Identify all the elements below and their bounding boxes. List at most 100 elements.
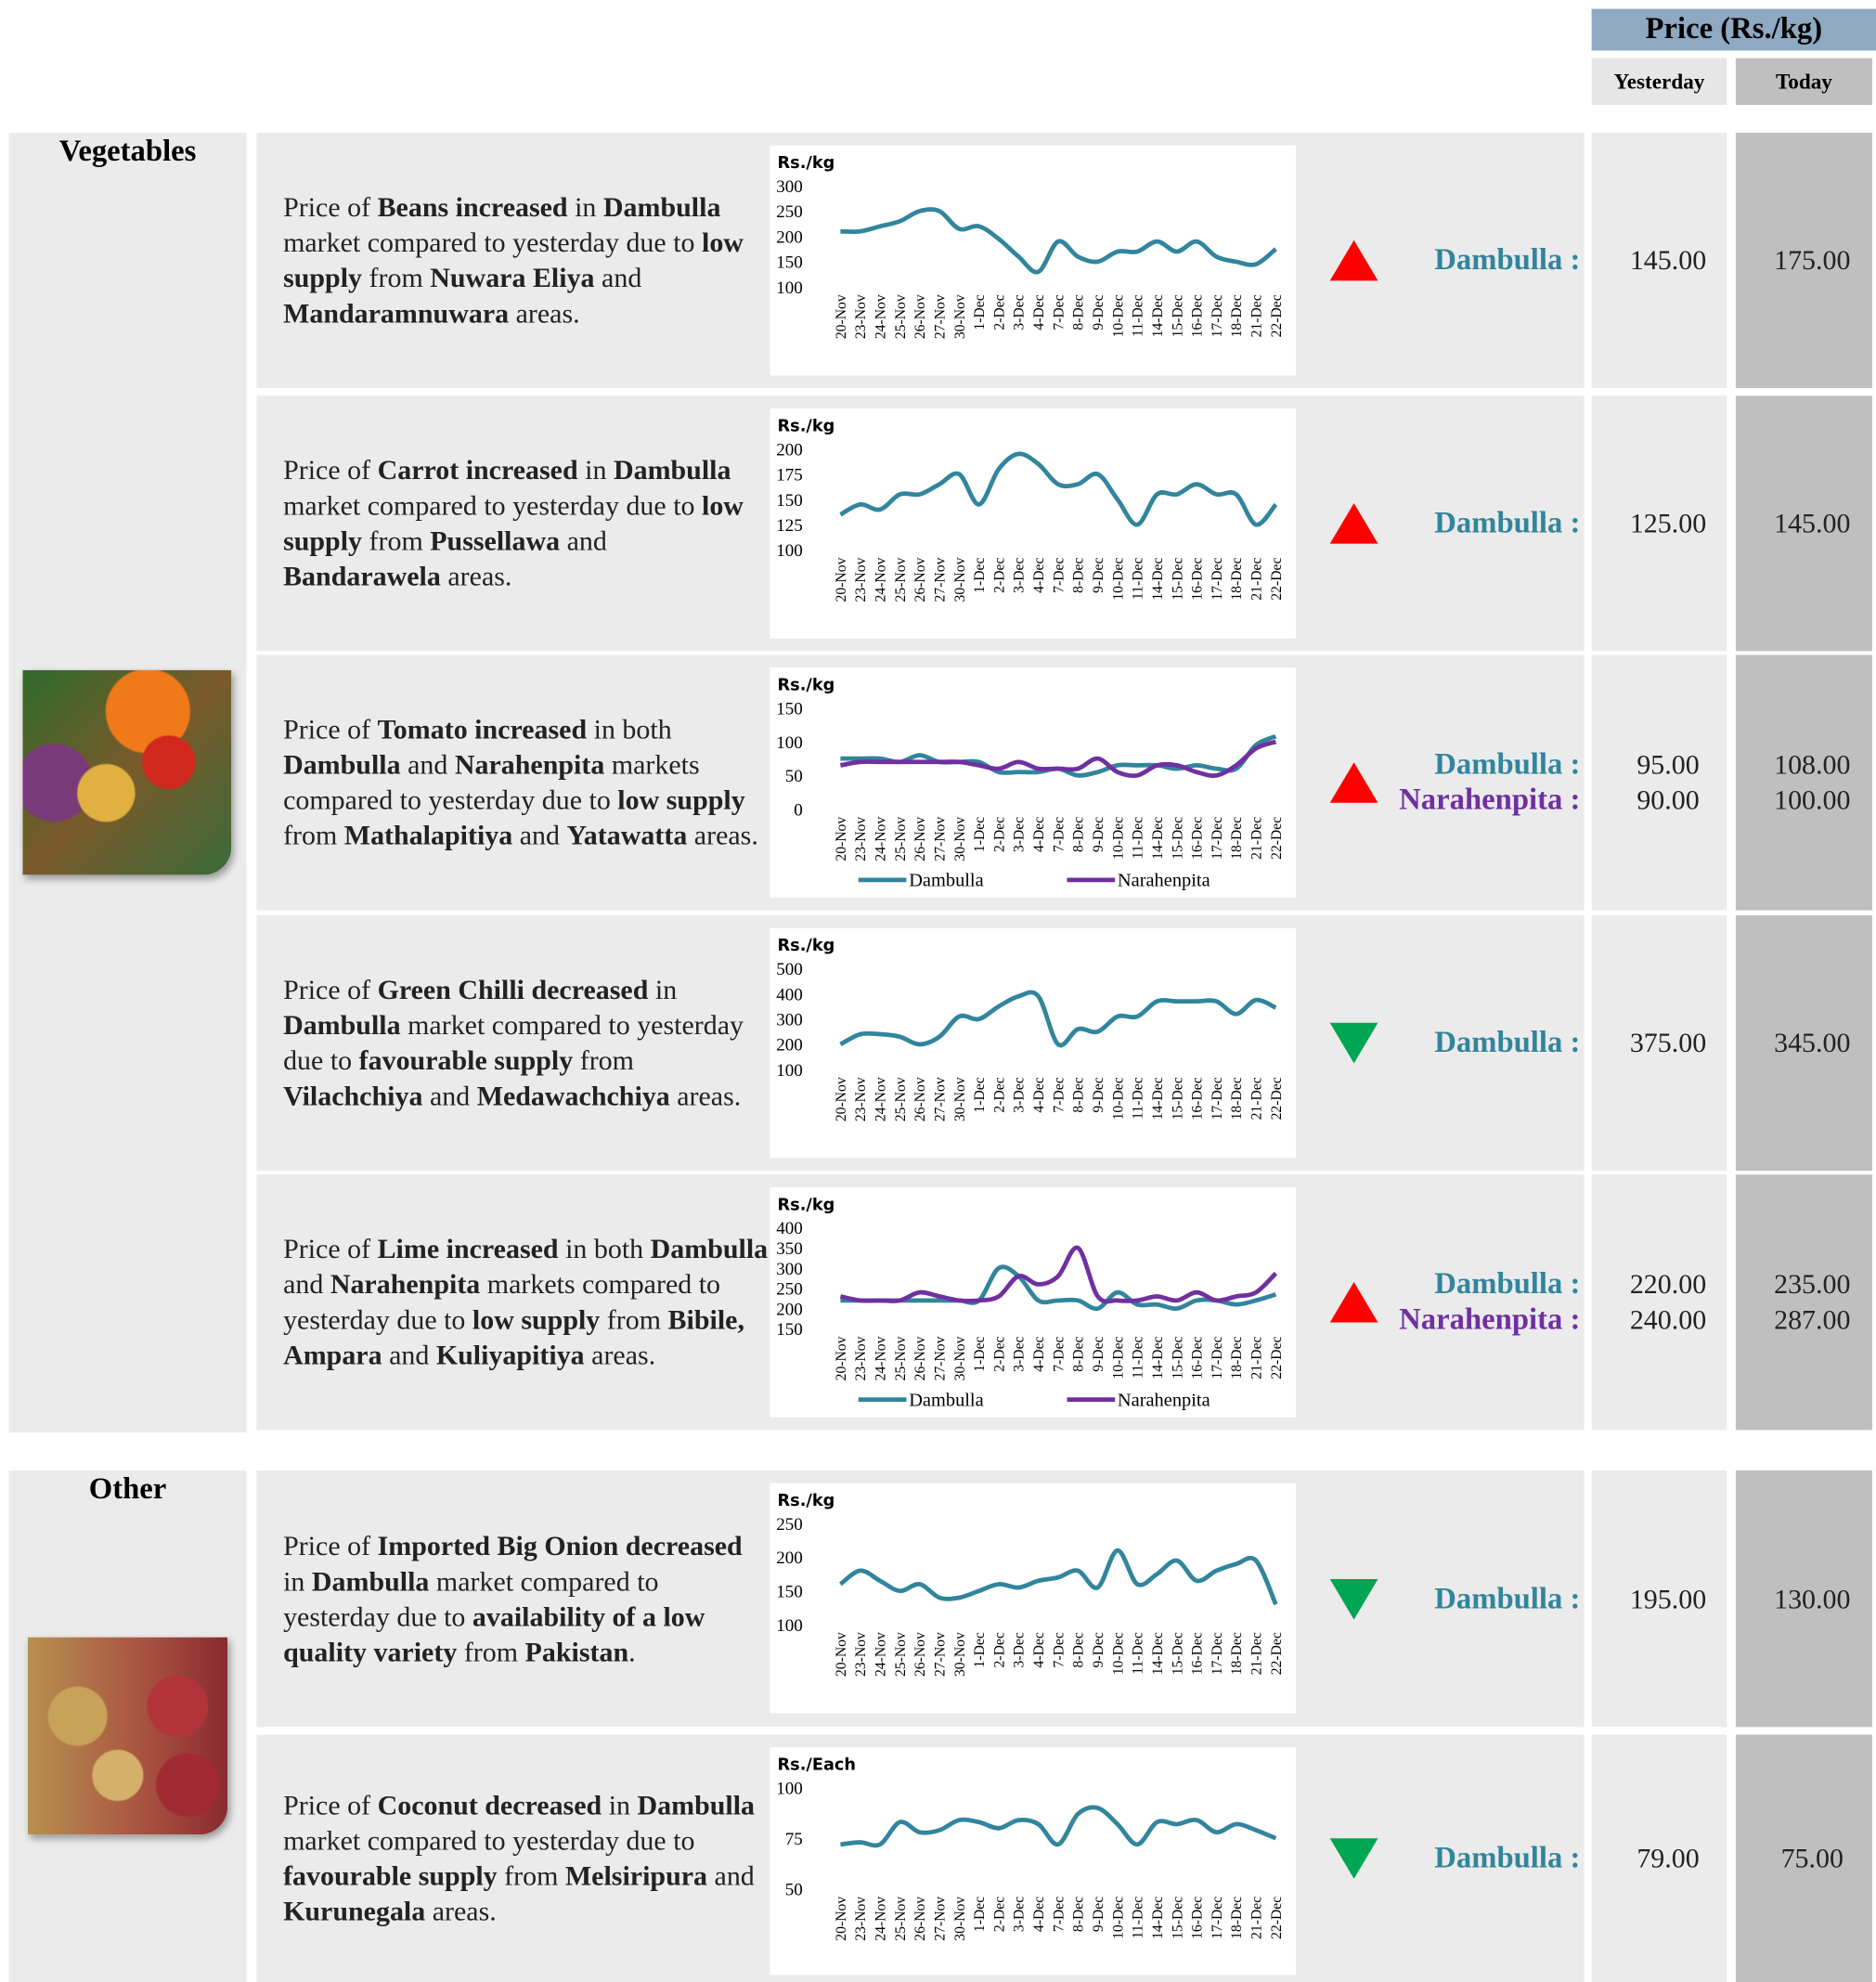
- x-tick-label: 16-Dec: [1190, 1077, 1206, 1120]
- x-tick-label: 2-Dec: [991, 1336, 1007, 1371]
- bold-text: Pussellawa: [430, 525, 560, 556]
- bold-text: low supply: [617, 784, 744, 815]
- x-tick-label: 1-Dec: [972, 1897, 988, 1932]
- bold-text: Imported Big Onion decreased: [378, 1529, 743, 1561]
- x-tick-label: 2-Dec: [991, 558, 1007, 593]
- yesterday-price: 90.00: [1600, 783, 1736, 818]
- x-tick-label: 3-Dec: [1012, 1336, 1028, 1371]
- price-chart: Rs./kg15020025030035040020-Nov23-Nov24-N…: [770, 1187, 1296, 1418]
- market-name: Narahenpita :: [1340, 1302, 1581, 1338]
- y-tick-label: 500: [776, 960, 803, 979]
- text: from: [498, 1859, 565, 1891]
- x-tick-label: 27-Nov: [932, 1077, 948, 1121]
- x-tick-label: 10-Dec: [1110, 817, 1126, 860]
- yesterday-price: 195.00: [1600, 1581, 1736, 1616]
- legend-label: Narahenpita: [1118, 871, 1210, 891]
- description: Price of Tomato increased in both Dambul…: [283, 654, 770, 910]
- text: and: [283, 1268, 330, 1300]
- x-tick-label: 2-Dec: [991, 1897, 1007, 1932]
- text: Price of: [283, 713, 378, 745]
- x-tick-label: 15-Dec: [1170, 1897, 1185, 1939]
- x-tick-label: 27-Nov: [932, 817, 948, 861]
- bold-text: Coconut decreased: [378, 1789, 602, 1820]
- price-line: [840, 1248, 1275, 1302]
- x-tick-label: 11-Dec: [1131, 1336, 1146, 1379]
- y-tick-label: 300: [776, 177, 803, 197]
- x-tick-label: 14-Dec: [1150, 1632, 1166, 1675]
- x-tick-label: 25-Nov: [893, 1336, 909, 1380]
- text: Price of: [283, 454, 378, 486]
- x-tick-label: 10-Dec: [1110, 294, 1126, 337]
- bold-text: Dambulla: [651, 1233, 769, 1264]
- text: in: [283, 1564, 312, 1596]
- text: and: [422, 1080, 476, 1111]
- text: market compared to yesterday due to: [283, 227, 702, 258]
- x-tick-label: 30-Nov: [952, 557, 968, 602]
- description-text: Price of Green Chilli decreased in Dambu…: [283, 972, 770, 1114]
- section-name: Vegetables: [9, 136, 247, 170]
- y-tick-label: 250: [776, 1280, 803, 1300]
- description-text: Price of Carrot increased in Dambulla ma…: [283, 453, 770, 595]
- y-axis-label: Rs./kg: [778, 154, 835, 173]
- market-name: Dambulla :: [1340, 1267, 1581, 1302]
- x-tick-label: 8-Dec: [1071, 1897, 1087, 1932]
- x-tick-label: 21-Dec: [1249, 1632, 1265, 1675]
- bold-text: Green Chilli decreased: [378, 974, 649, 1005]
- x-tick-label: 11-Dec: [1131, 817, 1146, 860]
- market-name: Dambulla :: [1340, 242, 1581, 278]
- x-tick-label: 7-Dec: [1051, 1897, 1067, 1932]
- x-tick-label: 26-Nov: [912, 817, 928, 861]
- description: Price of Carrot increased in Dambulla ma…: [283, 395, 770, 651]
- section-photo: [28, 1638, 227, 1834]
- bold-text: Vilachchiya: [283, 1080, 422, 1111]
- x-tick-label: 14-Dec: [1150, 1077, 1166, 1120]
- text: in: [568, 191, 603, 223]
- bold-text: Mathalapitiya: [344, 820, 512, 851]
- x-tick-label: 26-Nov: [912, 294, 928, 339]
- bold-text: Bandarawela: [283, 560, 441, 591]
- bold-text: Narahenpita: [455, 748, 604, 780]
- price-chart: Rs./kg10020030040050020-Nov23-Nov24-Nov2…: [770, 928, 1296, 1159]
- x-tick-label: 24-Nov: [873, 1897, 889, 1941]
- y-axis-label: Rs./kg: [778, 417, 835, 435]
- text: and: [707, 1859, 755, 1891]
- x-tick-label: 21-Dec: [1249, 558, 1265, 601]
- x-tick-label: 16-Dec: [1190, 1632, 1206, 1675]
- x-tick-label: 26-Nov: [912, 1897, 928, 1941]
- x-tick-label: 9-Dec: [1091, 817, 1106, 852]
- today-price: 287.00: [1744, 1302, 1876, 1338]
- y-tick-label: 150: [776, 1320, 803, 1340]
- text: and: [512, 820, 566, 851]
- x-tick-label: 30-Nov: [952, 1632, 968, 1677]
- y-tick-label: 125: [776, 516, 803, 536]
- x-tick-label: 25-Nov: [893, 817, 909, 861]
- x-tick-label: 27-Nov: [932, 1632, 948, 1677]
- x-tick-label: 2-Dec: [991, 1077, 1007, 1112]
- text: Price of: [283, 1233, 378, 1264]
- text: Price of: [283, 1529, 378, 1561]
- x-tick-label: 8-Dec: [1071, 1077, 1087, 1112]
- text: areas.: [425, 1895, 497, 1926]
- y-tick-label: 200: [776, 440, 803, 460]
- x-tick-label: 8-Dec: [1071, 558, 1087, 593]
- x-tick-label: 7-Dec: [1051, 817, 1067, 852]
- x-tick-label: 1-Dec: [972, 294, 988, 330]
- bold-text: Medawachchiya: [477, 1080, 670, 1111]
- x-tick-label: 3-Dec: [1012, 558, 1028, 593]
- x-tick-label: 4-Dec: [1031, 294, 1047, 330]
- description: Price of Green Chilli decreased in Dambu…: [283, 915, 770, 1171]
- x-tick-label: 17-Dec: [1210, 294, 1225, 337]
- text: areas.: [441, 560, 512, 591]
- x-tick-label: 23-Nov: [853, 1336, 869, 1380]
- legend-label: Narahenpita: [1118, 1390, 1210, 1410]
- x-tick-label: 9-Dec: [1091, 558, 1106, 593]
- x-tick-label: 26-Nov: [912, 1077, 928, 1121]
- y-tick-label: 100: [776, 733, 803, 753]
- x-tick-label: 11-Dec: [1131, 1897, 1146, 1939]
- text: areas.: [687, 820, 758, 851]
- x-tick-label: 7-Dec: [1051, 558, 1067, 593]
- x-tick-label: 2-Dec: [991, 294, 1007, 330]
- x-tick-label: 15-Dec: [1170, 294, 1185, 337]
- x-tick-label: 4-Dec: [1031, 1077, 1047, 1112]
- x-tick-label: 14-Dec: [1150, 817, 1166, 860]
